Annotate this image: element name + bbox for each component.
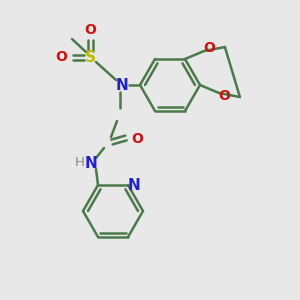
Text: O: O (218, 89, 230, 103)
Text: N: N (116, 77, 128, 92)
Text: O: O (203, 41, 215, 55)
Text: H: H (75, 155, 85, 169)
Text: O: O (55, 50, 67, 64)
Text: N: N (128, 178, 140, 193)
Text: S: S (85, 50, 95, 64)
Text: O: O (131, 132, 143, 146)
Text: N: N (85, 157, 98, 172)
Text: O: O (84, 23, 96, 37)
